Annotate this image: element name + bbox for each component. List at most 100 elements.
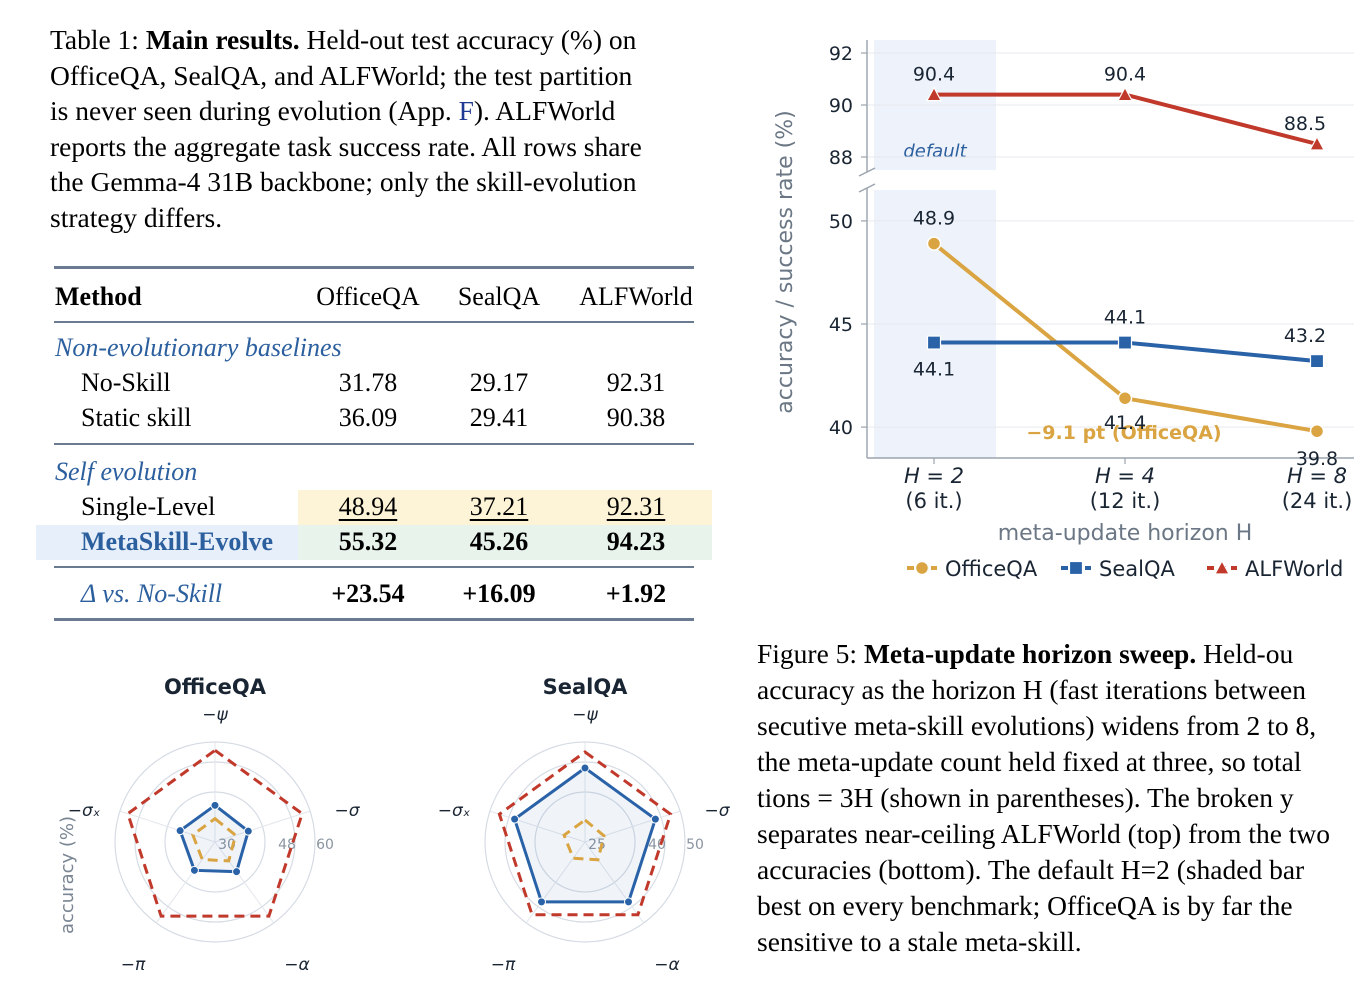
chart-legend: OfficeQA SealQA ALFWorld — [907, 557, 1343, 581]
caption-line: the meta-update count held fixed at thre… — [757, 746, 1302, 777]
radar-point — [210, 800, 220, 810]
data-label: 90.4 — [1104, 64, 1146, 86]
y-tick-label: 40 — [829, 417, 853, 439]
radar-axis-label: −α — [654, 955, 679, 975]
radar-point — [175, 826, 185, 836]
data-point — [914, 560, 930, 576]
cell-alfworld: 90.38 — [606, 403, 666, 432]
radar-point — [650, 814, 660, 824]
cell-alfworld: 94.23 — [606, 527, 666, 556]
table-delta-row: Δ vs. No-Skill +23.54 +16.09 +1.92 — [36, 577, 714, 611]
table-top-rule — [54, 266, 694, 269]
data-label: 48.9 — [913, 208, 955, 230]
cell-officeqa: 55.32 — [338, 527, 398, 556]
radar-series-outer-dashed — [497, 750, 673, 917]
table-row: Static skill 36.09 29.41 90.38 — [36, 401, 714, 435]
metaskill-values-highlight — [298, 525, 712, 560]
radar-y-label: accuracy (%) — [57, 816, 78, 934]
x-tick-sublabel: (6 it.) — [905, 489, 962, 513]
data-label: 44.1 — [1104, 307, 1146, 329]
delta-sealqa: +16.09 — [462, 579, 536, 608]
radar-series-solid — [512, 766, 658, 904]
header-alfworld: ALFWorld — [579, 282, 693, 311]
radar-axis-label: −ψ — [572, 705, 598, 725]
legend-label-sealqa: SealQA — [1099, 557, 1175, 581]
data-label: 90.4 — [913, 64, 955, 86]
figure5-caption: Figure 5: Meta-update horizon sweep. Hel… — [757, 636, 1354, 960]
radar-chart-sealqa: SealQA254050−ψ−σ−α−π−σₓ — [438, 675, 731, 975]
data-label: 43.2 — [1284, 325, 1326, 347]
radar-spoke — [584, 841, 645, 924]
table-group-rule — [54, 443, 694, 445]
group-label-baselines: Non-evolutionary baselines — [55, 333, 342, 362]
single-level-highlight — [298, 490, 712, 525]
radar-spoke — [584, 810, 681, 843]
radar-spoke — [155, 841, 216, 924]
chart-series: 48.9 41.4 39.8 44.1 44.1 43.2 90.4 90.4 88.5 — [913, 64, 1338, 471]
data-point — [925, 86, 943, 102]
table-caption: Table 1: Main results. Held-out test acc… — [50, 22, 705, 236]
radar-axis-label: −σ — [704, 801, 730, 821]
group-label-self-evolution: Self evolution — [55, 457, 198, 486]
caption-line: ). ALFWorld — [473, 95, 616, 127]
data-label: 44.1 — [913, 359, 955, 381]
cell-sealqa: 29.41 — [469, 403, 529, 432]
table-bottom-rule — [54, 618, 694, 621]
data-point — [1116, 86, 1134, 102]
y-tick-label: 88 — [829, 147, 853, 169]
radar-title: SealQA — [543, 675, 629, 699]
cell-officeqa: 48.94 — [338, 492, 398, 521]
header-officeqa: OfficeQA — [316, 282, 420, 311]
delta-label: Δ vs. No-Skill — [81, 579, 223, 608]
axis-break-mark — [858, 183, 876, 193]
data-label: 88.5 — [1284, 113, 1326, 135]
data-point — [1308, 135, 1326, 151]
data-point — [1117, 390, 1133, 406]
radar-point — [580, 763, 590, 773]
default-band-label: default — [903, 141, 967, 162]
radar-spoke — [214, 810, 311, 843]
caption-line: OfficeQA, SealQA, and ALFWorld; the test… — [50, 59, 633, 91]
radar-ring-label: 60 — [316, 837, 334, 853]
delta-alfworld: +1.92 — [605, 579, 667, 608]
radar-axis-label: −α — [284, 955, 309, 975]
table-delta-rule — [54, 566, 694, 568]
caption-text: Held-out test accuracy (%) on — [299, 24, 637, 55]
caption-line: is never seen during evolution (App. — [50, 95, 459, 127]
radar-point — [232, 867, 242, 877]
appendix-link[interactable]: F — [458, 95, 474, 127]
caption-bold-title: Main results. — [145, 24, 300, 55]
radar-point — [623, 897, 633, 907]
chart-static: default 92 90 88 50 45 40 H = 2(6 it.) H = 4(12 … — [773, 40, 1354, 546]
officeqa-drop-annotation: −9.1 pt (OfficeQA) — [1026, 422, 1221, 444]
cell-officeqa: 31.78 — [338, 368, 398, 397]
data-label: 39.8 — [1296, 448, 1338, 470]
x-tick-label: H = 2 — [904, 464, 964, 488]
data-point — [926, 236, 942, 251]
radar-series-inner-dashed — [190, 816, 238, 863]
data-point — [1068, 560, 1084, 576]
legend-label-alfworld: ALFWorld — [1245, 557, 1343, 581]
caption-line: secutive meta-skill evolutions) widens f… — [757, 710, 1317, 741]
radar-axis-label: −σₓ — [68, 801, 101, 821]
caption-line: accuracy as the horizon H (fast iteratio… — [757, 674, 1306, 705]
radar-axis-label: −σ — [334, 801, 360, 821]
radar-spoke — [214, 841, 275, 924]
radar-point — [510, 814, 520, 824]
radar-series-solid — [178, 803, 251, 874]
data-point — [1309, 354, 1325, 369]
cell-alfworld: 92.31 — [606, 368, 666, 397]
y-axis-label: accuracy / success rate (%) — [773, 110, 798, 413]
x-tick-sublabel: (12 it.) — [1090, 489, 1161, 513]
radar-axis-label: −π — [491, 955, 516, 975]
table-row: No-Skill 31.78 29.17 92.31 — [36, 366, 714, 400]
delta-officeqa: +23.54 — [331, 579, 405, 608]
caption-line: sensitive to a stale meta-skill. — [757, 926, 1082, 957]
radar-axis-label: −π — [121, 955, 146, 975]
caption-line: best on every benchmark; OfficeQA is by … — [757, 890, 1293, 921]
data-point — [1213, 559, 1231, 575]
caption-line: accuracies (bottom). The default H=2 (sh… — [757, 854, 1305, 885]
table-row: MetaSkill-Evolve 55.32 45.26 94.23 — [36, 525, 714, 559]
radar-spoke — [119, 810, 216, 843]
